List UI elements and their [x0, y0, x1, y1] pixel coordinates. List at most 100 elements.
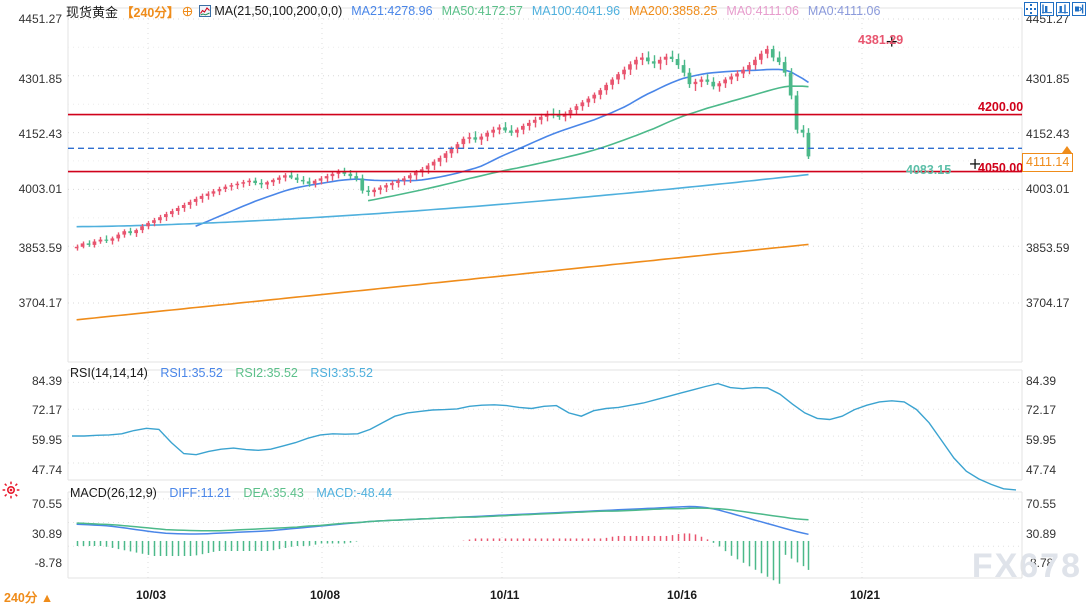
candle	[794, 95, 799, 130]
candle	[788, 72, 793, 96]
candle	[568, 110, 573, 114]
candle	[735, 73, 739, 77]
candle	[610, 79, 614, 85]
rsi-tick-left-0: 84.39	[31, 374, 62, 388]
candle	[134, 230, 138, 234]
symbol-name: 现货黄金	[66, 4, 119, 20]
candle	[461, 138, 466, 145]
candle	[235, 183, 240, 186]
candle	[485, 132, 489, 137]
candle	[538, 116, 543, 120]
candle	[646, 57, 650, 62]
candle	[277, 177, 281, 180]
macd-diff-legend: DIFF:11.21	[169, 486, 231, 500]
candle	[360, 178, 365, 191]
candle	[300, 179, 305, 182]
candle	[753, 59, 757, 66]
ma-line-100	[76, 173, 809, 228]
candle	[175, 208, 180, 211]
candle	[170, 211, 174, 215]
symbol-period: 【240分】	[121, 5, 180, 20]
candle	[574, 106, 579, 110]
candle	[651, 61, 656, 64]
candle	[592, 94, 597, 99]
scroll-end-icon[interactable]	[1072, 2, 1086, 16]
candle	[491, 129, 495, 133]
macd-panel-header: MACD(26,12,9) DIFF:11.21 DEA:35.43 MACD:…	[70, 486, 392, 500]
candle	[759, 53, 763, 60]
date-tick-3: 10/16	[667, 588, 698, 602]
candle	[211, 191, 216, 194]
price-tick-right-0: 4451.27	[1026, 12, 1070, 26]
price-tick-left-2: 4152.43	[18, 127, 62, 141]
candle	[199, 195, 204, 199]
candle	[408, 175, 412, 179]
macd-tick-right-1: 30.89	[1026, 527, 1057, 541]
rsi-tick-right-0: 84.39	[1026, 374, 1057, 388]
candle	[122, 231, 127, 235]
price-tick-right-2: 4152.43	[1026, 127, 1070, 141]
candle	[241, 182, 246, 184]
legend-ma0-a: MA0:4111.06	[726, 4, 799, 18]
candle	[229, 185, 234, 187]
rsi-tick-left-1: 72.17	[31, 403, 62, 417]
rsi2-legend: RSI2:35.52	[235, 366, 298, 380]
macd-tick-left-2: -8.78	[34, 556, 62, 570]
rsi3-legend: RSI3:35.52	[310, 366, 373, 380]
candle	[336, 171, 341, 174]
candle	[187, 201, 192, 205]
candle	[116, 234, 121, 239]
hline-label-4200: 4200.00	[978, 100, 1024, 114]
candle	[181, 205, 186, 208]
candle	[312, 180, 317, 184]
candle	[479, 136, 484, 140]
macd-dea-line	[76, 507, 809, 532]
candle	[770, 49, 775, 58]
candle	[128, 231, 132, 234]
price-tick-right-3: 4003.01	[1026, 182, 1070, 196]
candle	[681, 65, 686, 73]
macd-tick-right-0: 70.55	[1026, 497, 1057, 511]
candle	[580, 102, 585, 107]
rsi-panel-header: RSI(14,14,14) RSI1:35.52 RSI2:35.52 RSI3…	[70, 366, 373, 380]
candle	[509, 130, 513, 133]
candle	[140, 226, 144, 231]
candle	[92, 241, 97, 245]
current-price-tag[interactable]: 4111.14	[1022, 153, 1074, 172]
crosshair-circle-icon[interactable]	[182, 6, 193, 17]
candle	[521, 125, 525, 130]
candle	[324, 176, 329, 179]
candle	[443, 153, 448, 158]
candle	[396, 180, 400, 183]
sun-settings-icon[interactable]	[2, 481, 20, 499]
candle	[330, 173, 335, 177]
candle	[283, 175, 287, 178]
candle	[217, 189, 222, 192]
candle	[431, 161, 436, 166]
rsi-tick-right-1: 72.17	[1026, 403, 1057, 417]
candle	[687, 72, 692, 85]
candle	[556, 115, 561, 117]
candle	[98, 239, 103, 242]
chart-thumbnail-icon[interactable]	[199, 5, 212, 17]
candle	[765, 49, 769, 54]
fit-all-icon[interactable]	[1024, 2, 1038, 16]
candle	[598, 90, 603, 95]
candle	[342, 171, 347, 174]
candle	[723, 79, 727, 84]
align-right-icon[interactable]	[1056, 2, 1070, 16]
candle	[675, 59, 680, 66]
price-tick-right-4: 3853.59	[1026, 241, 1070, 255]
candle	[705, 79, 710, 82]
period-badge[interactable]: 240分 ▲	[4, 591, 54, 605]
candle	[657, 59, 662, 64]
macd-tick-right-2: -8.78	[1026, 556, 1054, 570]
macd-dea-legend: DEA:35.43	[243, 486, 304, 500]
align-left-icon[interactable]	[1040, 2, 1054, 16]
legend-ma0-b: MA0:4111.06	[807, 4, 881, 18]
candle	[413, 172, 418, 176]
candle	[271, 179, 275, 183]
candle	[366, 190, 370, 192]
